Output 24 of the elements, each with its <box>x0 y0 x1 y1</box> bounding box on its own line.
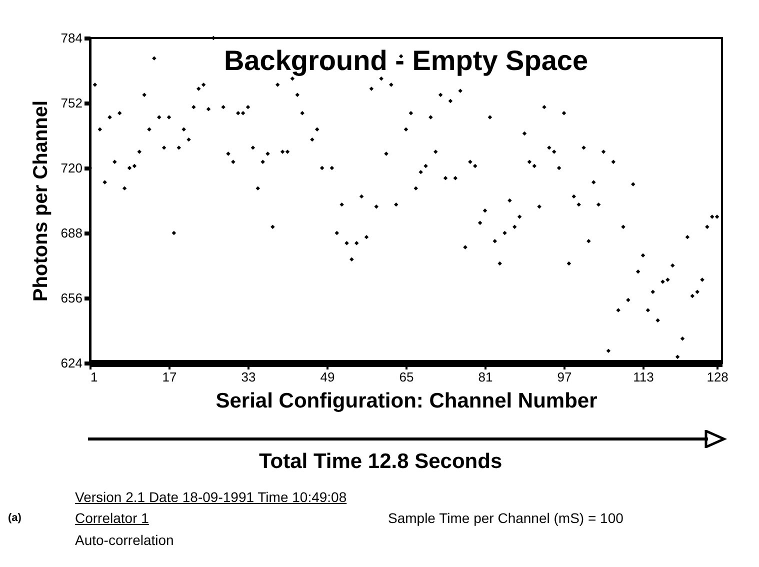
y-tick-label: 784 <box>60 30 82 46</box>
x-tick-label: 113 <box>633 370 654 384</box>
x-tick-label: 33 <box>241 370 256 384</box>
y-tick-label: 720 <box>60 160 82 176</box>
y-tick-label: 688 <box>60 226 82 240</box>
text: Sample Time per Channel (mS) = 100 <box>388 510 624 526</box>
x-tick-label: 49 <box>320 370 335 384</box>
x-tick-label: 128 <box>706 370 728 384</box>
x-tick-label: 17 <box>162 370 177 384</box>
x-tick-label: 97 <box>557 370 572 384</box>
y-tick-label: 624 <box>60 356 82 370</box>
x-tick-label: 81 <box>478 370 493 384</box>
x-tick-label: 1 <box>90 370 98 384</box>
text: (a) <box>8 512 22 524</box>
x-axis-title: Serial Configuration: Channel Number <box>216 390 598 412</box>
y-tick-label: 752 <box>60 96 82 110</box>
text: Total Time 12.8 Seconds <box>259 450 502 474</box>
y-tick-label: 656 <box>60 290 82 306</box>
chart-title: Background - Empty Space <box>224 45 588 76</box>
text: Correlator 1 <box>75 510 149 526</box>
text: Version 2.1 Date 18-09-1991 Time 10:49:08 <box>75 489 347 505</box>
x-tick-label: 65 <box>399 370 414 384</box>
y-axis-title: Photons per Channel <box>30 100 52 302</box>
text: Auto-correlation <box>75 532 174 548</box>
